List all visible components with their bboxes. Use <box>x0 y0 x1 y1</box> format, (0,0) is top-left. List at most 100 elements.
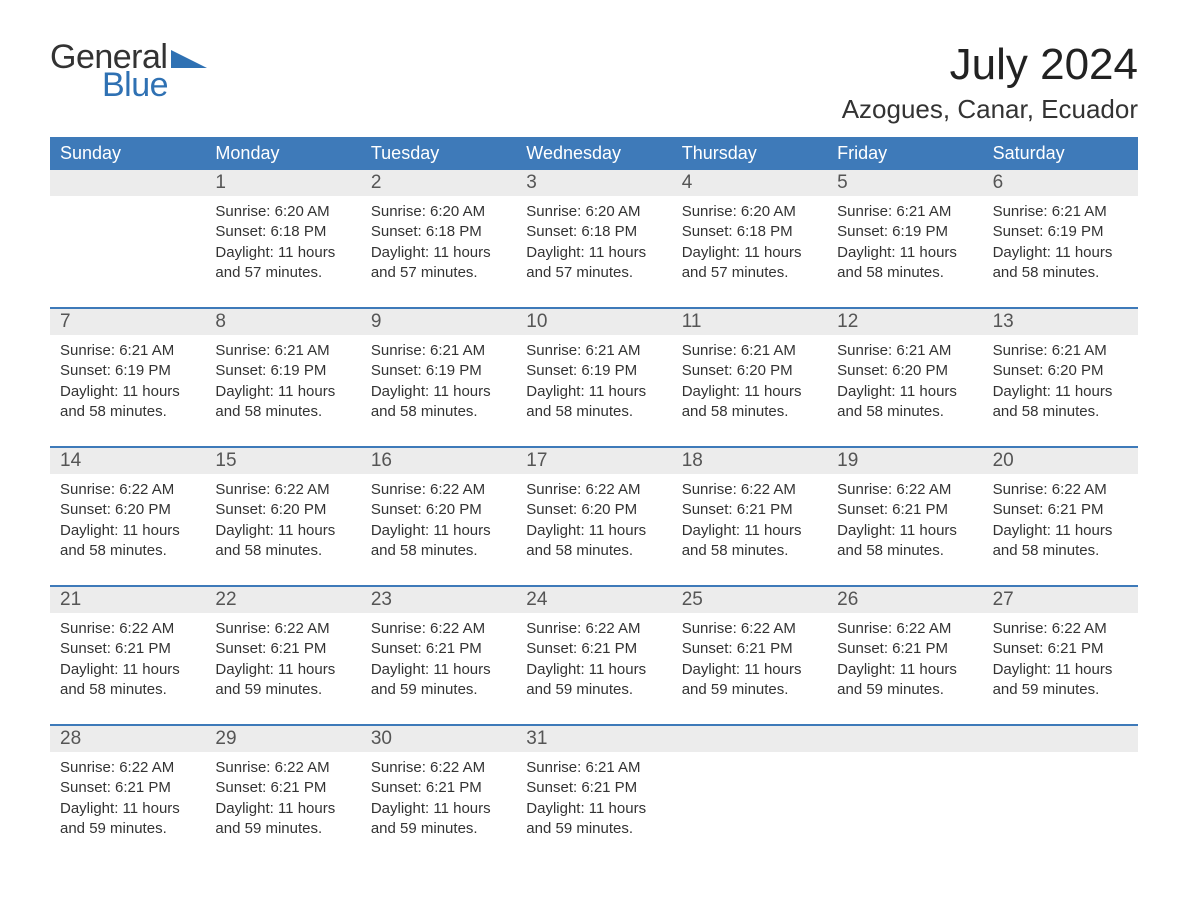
date-number: 1 <box>205 170 360 196</box>
sunrise-line: Sunrise: 6:22 AM <box>526 480 661 500</box>
sunrise-line: Sunrise: 6:22 AM <box>60 758 195 778</box>
day-cell: Sunrise: 6:22 AMSunset: 6:21 PMDaylight:… <box>361 752 516 849</box>
sunset-line: Sunset: 6:19 PM <box>526 361 661 381</box>
sunset-line: Sunset: 6:18 PM <box>215 222 350 242</box>
daylight-line: Daylight: 11 hours and 58 minutes. <box>837 382 972 423</box>
week-row: 28293031Sunrise: 6:22 AMSunset: 6:21 PMD… <box>50 724 1138 849</box>
sunrise-line: Sunrise: 6:22 AM <box>682 619 817 639</box>
day-cell: Sunrise: 6:21 AMSunset: 6:19 PMDaylight:… <box>516 335 671 432</box>
sunrise-line: Sunrise: 6:21 AM <box>60 341 195 361</box>
daylight-line: Daylight: 11 hours and 58 minutes. <box>526 521 661 562</box>
sunrise-line: Sunrise: 6:22 AM <box>682 480 817 500</box>
daylight-line: Daylight: 11 hours and 58 minutes. <box>993 521 1128 562</box>
daylight-line: Daylight: 11 hours and 58 minutes. <box>371 382 506 423</box>
day-cell: Sunrise: 6:22 AMSunset: 6:20 PMDaylight:… <box>516 474 671 571</box>
date-number: 19 <box>827 448 982 474</box>
day-cell: Sunrise: 6:21 AMSunset: 6:19 PMDaylight:… <box>983 196 1138 293</box>
sunset-line: Sunset: 6:21 PM <box>526 778 661 798</box>
sunset-line: Sunset: 6:21 PM <box>215 778 350 798</box>
daylight-line: Daylight: 11 hours and 58 minutes. <box>60 660 195 701</box>
sunset-line: Sunset: 6:21 PM <box>526 639 661 659</box>
sunset-line: Sunset: 6:21 PM <box>837 500 972 520</box>
sunrise-line: Sunrise: 6:20 AM <box>371 202 506 222</box>
sunrise-line: Sunrise: 6:21 AM <box>993 341 1128 361</box>
sunrise-line: Sunrise: 6:21 AM <box>837 341 972 361</box>
day-cell: Sunrise: 6:20 AMSunset: 6:18 PMDaylight:… <box>672 196 827 293</box>
date-number: 11 <box>672 309 827 335</box>
date-number: 14 <box>50 448 205 474</box>
day-cell: Sunrise: 6:22 AMSunset: 6:21 PMDaylight:… <box>361 613 516 710</box>
sunset-line: Sunset: 6:21 PM <box>215 639 350 659</box>
week-row: 21222324252627Sunrise: 6:22 AMSunset: 6:… <box>50 585 1138 710</box>
day-cell <box>672 752 827 849</box>
date-number: 25 <box>672 587 827 613</box>
daylight-line: Daylight: 11 hours and 58 minutes. <box>993 243 1128 284</box>
logo-word-blue: Blue <box>102 68 207 102</box>
day-cell: Sunrise: 6:21 AMSunset: 6:20 PMDaylight:… <box>983 335 1138 432</box>
date-number-row: 28293031 <box>50 726 1138 752</box>
weekday-thursday: Thursday <box>672 137 827 170</box>
daylight-line: Daylight: 11 hours and 57 minutes. <box>215 243 350 284</box>
daylight-line: Daylight: 11 hours and 59 minutes. <box>526 660 661 701</box>
day-cell: Sunrise: 6:22 AMSunset: 6:21 PMDaylight:… <box>672 474 827 571</box>
daylight-line: Daylight: 11 hours and 58 minutes. <box>837 243 972 284</box>
sunset-line: Sunset: 6:20 PM <box>682 361 817 381</box>
weekday-wednesday: Wednesday <box>516 137 671 170</box>
day-cell: Sunrise: 6:22 AMSunset: 6:21 PMDaylight:… <box>983 613 1138 710</box>
sunrise-line: Sunrise: 6:22 AM <box>371 619 506 639</box>
sunrise-line: Sunrise: 6:21 AM <box>371 341 506 361</box>
daylight-line: Daylight: 11 hours and 58 minutes. <box>682 521 817 562</box>
weekday-header: SundayMondayTuesdayWednesdayThursdayFrid… <box>50 137 1138 170</box>
daylight-line: Daylight: 11 hours and 57 minutes. <box>682 243 817 284</box>
sunrise-line: Sunrise: 6:20 AM <box>682 202 817 222</box>
sunrise-line: Sunrise: 6:21 AM <box>526 341 661 361</box>
sunrise-line: Sunrise: 6:22 AM <box>60 480 195 500</box>
logo: General Blue <box>50 40 207 102</box>
daylight-line: Daylight: 11 hours and 59 minutes. <box>682 660 817 701</box>
day-cell: Sunrise: 6:22 AMSunset: 6:21 PMDaylight:… <box>827 613 982 710</box>
sunset-line: Sunset: 6:18 PM <box>682 222 817 242</box>
sunset-line: Sunset: 6:21 PM <box>60 639 195 659</box>
week-row: 14151617181920Sunrise: 6:22 AMSunset: 6:… <box>50 446 1138 571</box>
sunset-line: Sunset: 6:18 PM <box>371 222 506 242</box>
date-number-row: 78910111213 <box>50 309 1138 335</box>
day-cell: Sunrise: 6:22 AMSunset: 6:21 PMDaylight:… <box>50 613 205 710</box>
sunrise-line: Sunrise: 6:22 AM <box>837 480 972 500</box>
sunset-line: Sunset: 6:21 PM <box>371 778 506 798</box>
sunset-line: Sunset: 6:21 PM <box>371 639 506 659</box>
date-number: 7 <box>50 309 205 335</box>
sunrise-line: Sunrise: 6:22 AM <box>215 619 350 639</box>
sunrise-line: Sunrise: 6:22 AM <box>215 758 350 778</box>
daylight-line: Daylight: 11 hours and 59 minutes. <box>993 660 1128 701</box>
daylight-line: Daylight: 11 hours and 58 minutes. <box>682 382 817 423</box>
month-title: July 2024 <box>842 40 1138 90</box>
daylight-line: Daylight: 11 hours and 59 minutes. <box>837 660 972 701</box>
week-row: 123456Sunrise: 6:20 AMSunset: 6:18 PMDay… <box>50 170 1138 293</box>
sunrise-line: Sunrise: 6:22 AM <box>993 480 1128 500</box>
day-cell: Sunrise: 6:20 AMSunset: 6:18 PMDaylight:… <box>205 196 360 293</box>
sunrise-line: Sunrise: 6:22 AM <box>371 480 506 500</box>
header: General Blue July 2024 Azogues, Canar, E… <box>50 40 1138 125</box>
week-row: 78910111213Sunrise: 6:21 AMSunset: 6:19 … <box>50 307 1138 432</box>
sunset-line: Sunset: 6:20 PM <box>993 361 1128 381</box>
day-cell: Sunrise: 6:22 AMSunset: 6:21 PMDaylight:… <box>516 613 671 710</box>
day-cell: Sunrise: 6:22 AMSunset: 6:21 PMDaylight:… <box>827 474 982 571</box>
day-cell: Sunrise: 6:21 AMSunset: 6:19 PMDaylight:… <box>361 335 516 432</box>
date-number: 12 <box>827 309 982 335</box>
day-cell: Sunrise: 6:21 AMSunset: 6:19 PMDaylight:… <box>205 335 360 432</box>
daylight-line: Daylight: 11 hours and 59 minutes. <box>60 799 195 840</box>
sunset-line: Sunset: 6:19 PM <box>993 222 1128 242</box>
sunset-line: Sunset: 6:19 PM <box>837 222 972 242</box>
day-cell: Sunrise: 6:21 AMSunset: 6:20 PMDaylight:… <box>672 335 827 432</box>
daylight-line: Daylight: 11 hours and 59 minutes. <box>526 799 661 840</box>
date-number: 17 <box>516 448 671 474</box>
sunrise-line: Sunrise: 6:22 AM <box>837 619 972 639</box>
date-number: 31 <box>516 726 671 752</box>
sunrise-line: Sunrise: 6:20 AM <box>215 202 350 222</box>
sunset-line: Sunset: 6:18 PM <box>526 222 661 242</box>
date-number-row: 21222324252627 <box>50 587 1138 613</box>
sunrise-line: Sunrise: 6:22 AM <box>526 619 661 639</box>
sunset-line: Sunset: 6:19 PM <box>60 361 195 381</box>
sunset-line: Sunset: 6:20 PM <box>837 361 972 381</box>
calendar: SundayMondayTuesdayWednesdayThursdayFrid… <box>50 137 1138 849</box>
